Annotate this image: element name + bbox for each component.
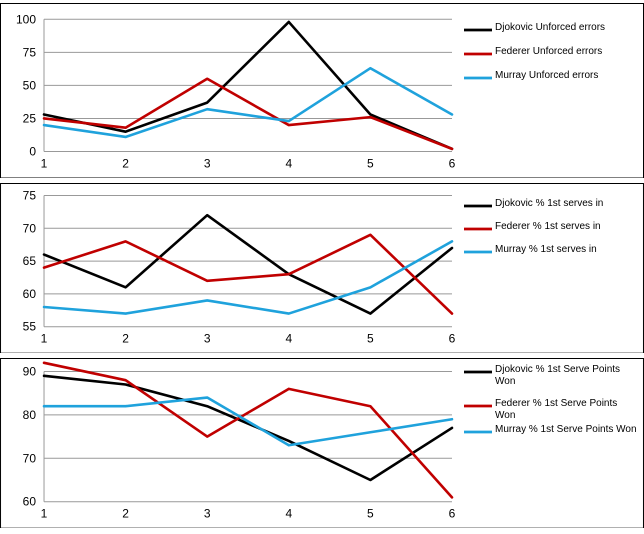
svg-text:6: 6	[449, 156, 456, 170]
svg-text:100: 100	[16, 12, 36, 26]
svg-text:65: 65	[23, 254, 37, 268]
svg-text:25: 25	[23, 111, 37, 125]
svg-text:70: 70	[23, 221, 37, 235]
svg-text:3: 3	[204, 506, 211, 520]
svg-text:4: 4	[285, 506, 292, 520]
svg-text:90: 90	[23, 364, 37, 378]
svg-text:2: 2	[122, 506, 129, 520]
svg-text:5: 5	[367, 156, 374, 170]
svg-text:2: 2	[122, 331, 129, 345]
svg-text:60: 60	[23, 494, 37, 508]
svg-text:50: 50	[23, 78, 37, 92]
svg-text:5: 5	[367, 331, 374, 345]
svg-text:6: 6	[449, 331, 456, 345]
svg-text:0: 0	[29, 144, 36, 158]
svg-text:4: 4	[285, 156, 292, 170]
svg-text:80: 80	[23, 408, 37, 422]
svg-text:1: 1	[41, 506, 48, 520]
svg-text:55: 55	[23, 319, 37, 333]
svg-text:1: 1	[41, 156, 48, 170]
svg-text:2: 2	[122, 156, 129, 170]
svg-text:70: 70	[23, 451, 37, 465]
svg-text:5: 5	[367, 506, 374, 520]
svg-text:4: 4	[285, 331, 292, 345]
svg-text:6: 6	[449, 506, 456, 520]
svg-text:3: 3	[204, 331, 211, 345]
svg-text:75: 75	[23, 45, 37, 59]
svg-text:60: 60	[23, 286, 37, 300]
svg-text:1: 1	[41, 331, 48, 345]
svg-text:75: 75	[23, 188, 37, 202]
svg-text:3: 3	[204, 156, 211, 170]
